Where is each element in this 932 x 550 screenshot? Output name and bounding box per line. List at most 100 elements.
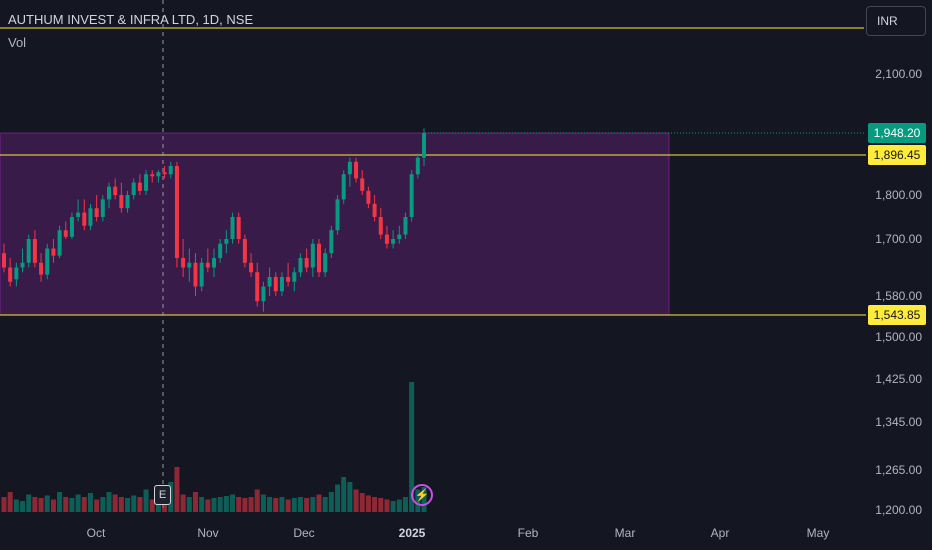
volume-bar-62	[384, 499, 390, 512]
candle-body-57	[354, 161, 359, 179]
volume-bar-58	[359, 493, 365, 512]
volume-bar-44	[273, 498, 279, 512]
volume-bar-49	[304, 498, 310, 512]
candle-body-60	[372, 203, 377, 217]
candle-body-51	[317, 243, 321, 273]
candle-body-6	[39, 262, 44, 275]
candle-body-12	[76, 212, 81, 217]
volume-bar-30	[186, 497, 192, 512]
candle-body-63	[391, 239, 396, 244]
volume-bar-19	[118, 497, 124, 512]
candle-body-17	[107, 186, 111, 200]
volume-bar-46	[285, 499, 291, 512]
candle-body-56	[347, 161, 352, 175]
candle-body-10	[63, 230, 68, 237]
volume-bar-24	[149, 499, 155, 512]
currency-button[interactable]: INR	[866, 6, 926, 36]
time-tick-oct: Oct	[86, 526, 106, 540]
volume-bar-22	[137, 497, 143, 512]
earnings-marker-icon[interactable]: E	[154, 485, 171, 505]
event-flash-icon[interactable]: ⚡	[411, 484, 433, 506]
volume-bar-0	[1, 497, 7, 512]
candle-body-25	[156, 172, 161, 177]
candle-body-62	[384, 234, 389, 244]
candle-body-39	[242, 239, 247, 263]
volume-bar-66	[409, 382, 415, 512]
candle-body-34	[212, 258, 216, 268]
candle-body-3	[20, 262, 25, 268]
time-tick-mar: Mar	[614, 526, 636, 540]
price-tick-1800: 1,800.00	[875, 188, 922, 202]
volume-bar-37	[230, 494, 236, 512]
candle-body-66	[409, 174, 414, 217]
candle-body-36	[224, 239, 229, 244]
candle-body-30	[187, 262, 192, 268]
volume-bar-5	[32, 497, 38, 512]
volume-bar-20	[125, 498, 131, 512]
price-tick-1200: 1,200.00	[875, 503, 922, 517]
volume-bar-47	[291, 498, 297, 512]
candle-body-5	[32, 239, 37, 263]
volume-bar-45	[279, 497, 285, 512]
candle-body-27	[168, 165, 173, 175]
candle-body-1	[8, 267, 13, 282]
price-tick-1500: 1,500.00	[875, 330, 922, 344]
candle-body-50	[310, 243, 315, 268]
candle-body-16	[100, 199, 105, 217]
candle-body-22	[137, 182, 142, 191]
candle-body-65	[403, 217, 408, 235]
volume-bar-2	[13, 499, 19, 512]
volume-bar-13	[81, 497, 87, 512]
volume-legend-label[interactable]: Vol	[8, 35, 27, 50]
candle-body-14	[88, 208, 93, 226]
candle-body-53	[329, 230, 334, 254]
candle-body-29	[181, 258, 186, 268]
volume-bar-65	[402, 497, 408, 512]
candle-body-19	[119, 195, 124, 209]
price-tick-1265: 1,265.00	[875, 463, 922, 477]
candle-body-44	[273, 277, 278, 292]
candle-body-41	[255, 272, 260, 302]
volume-bar-26	[162, 498, 168, 512]
volume-bar-42	[260, 494, 266, 512]
time-tick-nov: Nov	[197, 526, 219, 540]
volume-bar-63	[390, 501, 396, 512]
candle-body-38	[236, 217, 241, 239]
volume-bar-3	[20, 501, 26, 512]
volume-bar-9	[57, 492, 63, 512]
volume-bar-40	[248, 497, 254, 512]
time-tick-feb: Feb	[517, 526, 539, 540]
volume-bar-23	[143, 489, 149, 512]
candle-body-40	[249, 262, 254, 273]
volume-bar-38	[236, 497, 242, 512]
candle-body-21	[131, 182, 136, 195]
candle-body-47	[292, 272, 297, 282]
volume-bar-1	[7, 492, 13, 512]
volume-bar-28	[174, 467, 180, 512]
volume-bar-53	[328, 492, 334, 512]
volume-bar-6	[38, 498, 44, 512]
price-tick-1425: 1,425.00	[875, 372, 922, 386]
volume-bar-43	[267, 497, 273, 512]
volume-bar-15	[94, 499, 100, 512]
volume-bar-8	[50, 499, 56, 512]
volume-bar-21	[131, 495, 137, 512]
candle-body-0	[2, 253, 6, 268]
volume-bar-11	[69, 498, 75, 512]
candle-body-11	[69, 217, 74, 237]
candle-body-67	[415, 157, 420, 175]
candle-body-43	[267, 277, 272, 287]
candle-body-33	[205, 262, 210, 268]
volume-bar-48	[297, 497, 303, 512]
symbol-title[interactable]: AUTHUM INVEST & INFRA LTD, 1D, NSE	[8, 12, 254, 27]
volume-bar-16	[100, 497, 106, 512]
candle-body-54	[335, 199, 340, 231]
candle-body-48	[298, 258, 303, 273]
volume-bar-4	[26, 494, 32, 512]
candle-body-23	[144, 174, 149, 191]
volume-bar-29	[180, 494, 186, 512]
volume-bar-61	[378, 498, 384, 512]
volume-bar-31	[192, 492, 198, 512]
